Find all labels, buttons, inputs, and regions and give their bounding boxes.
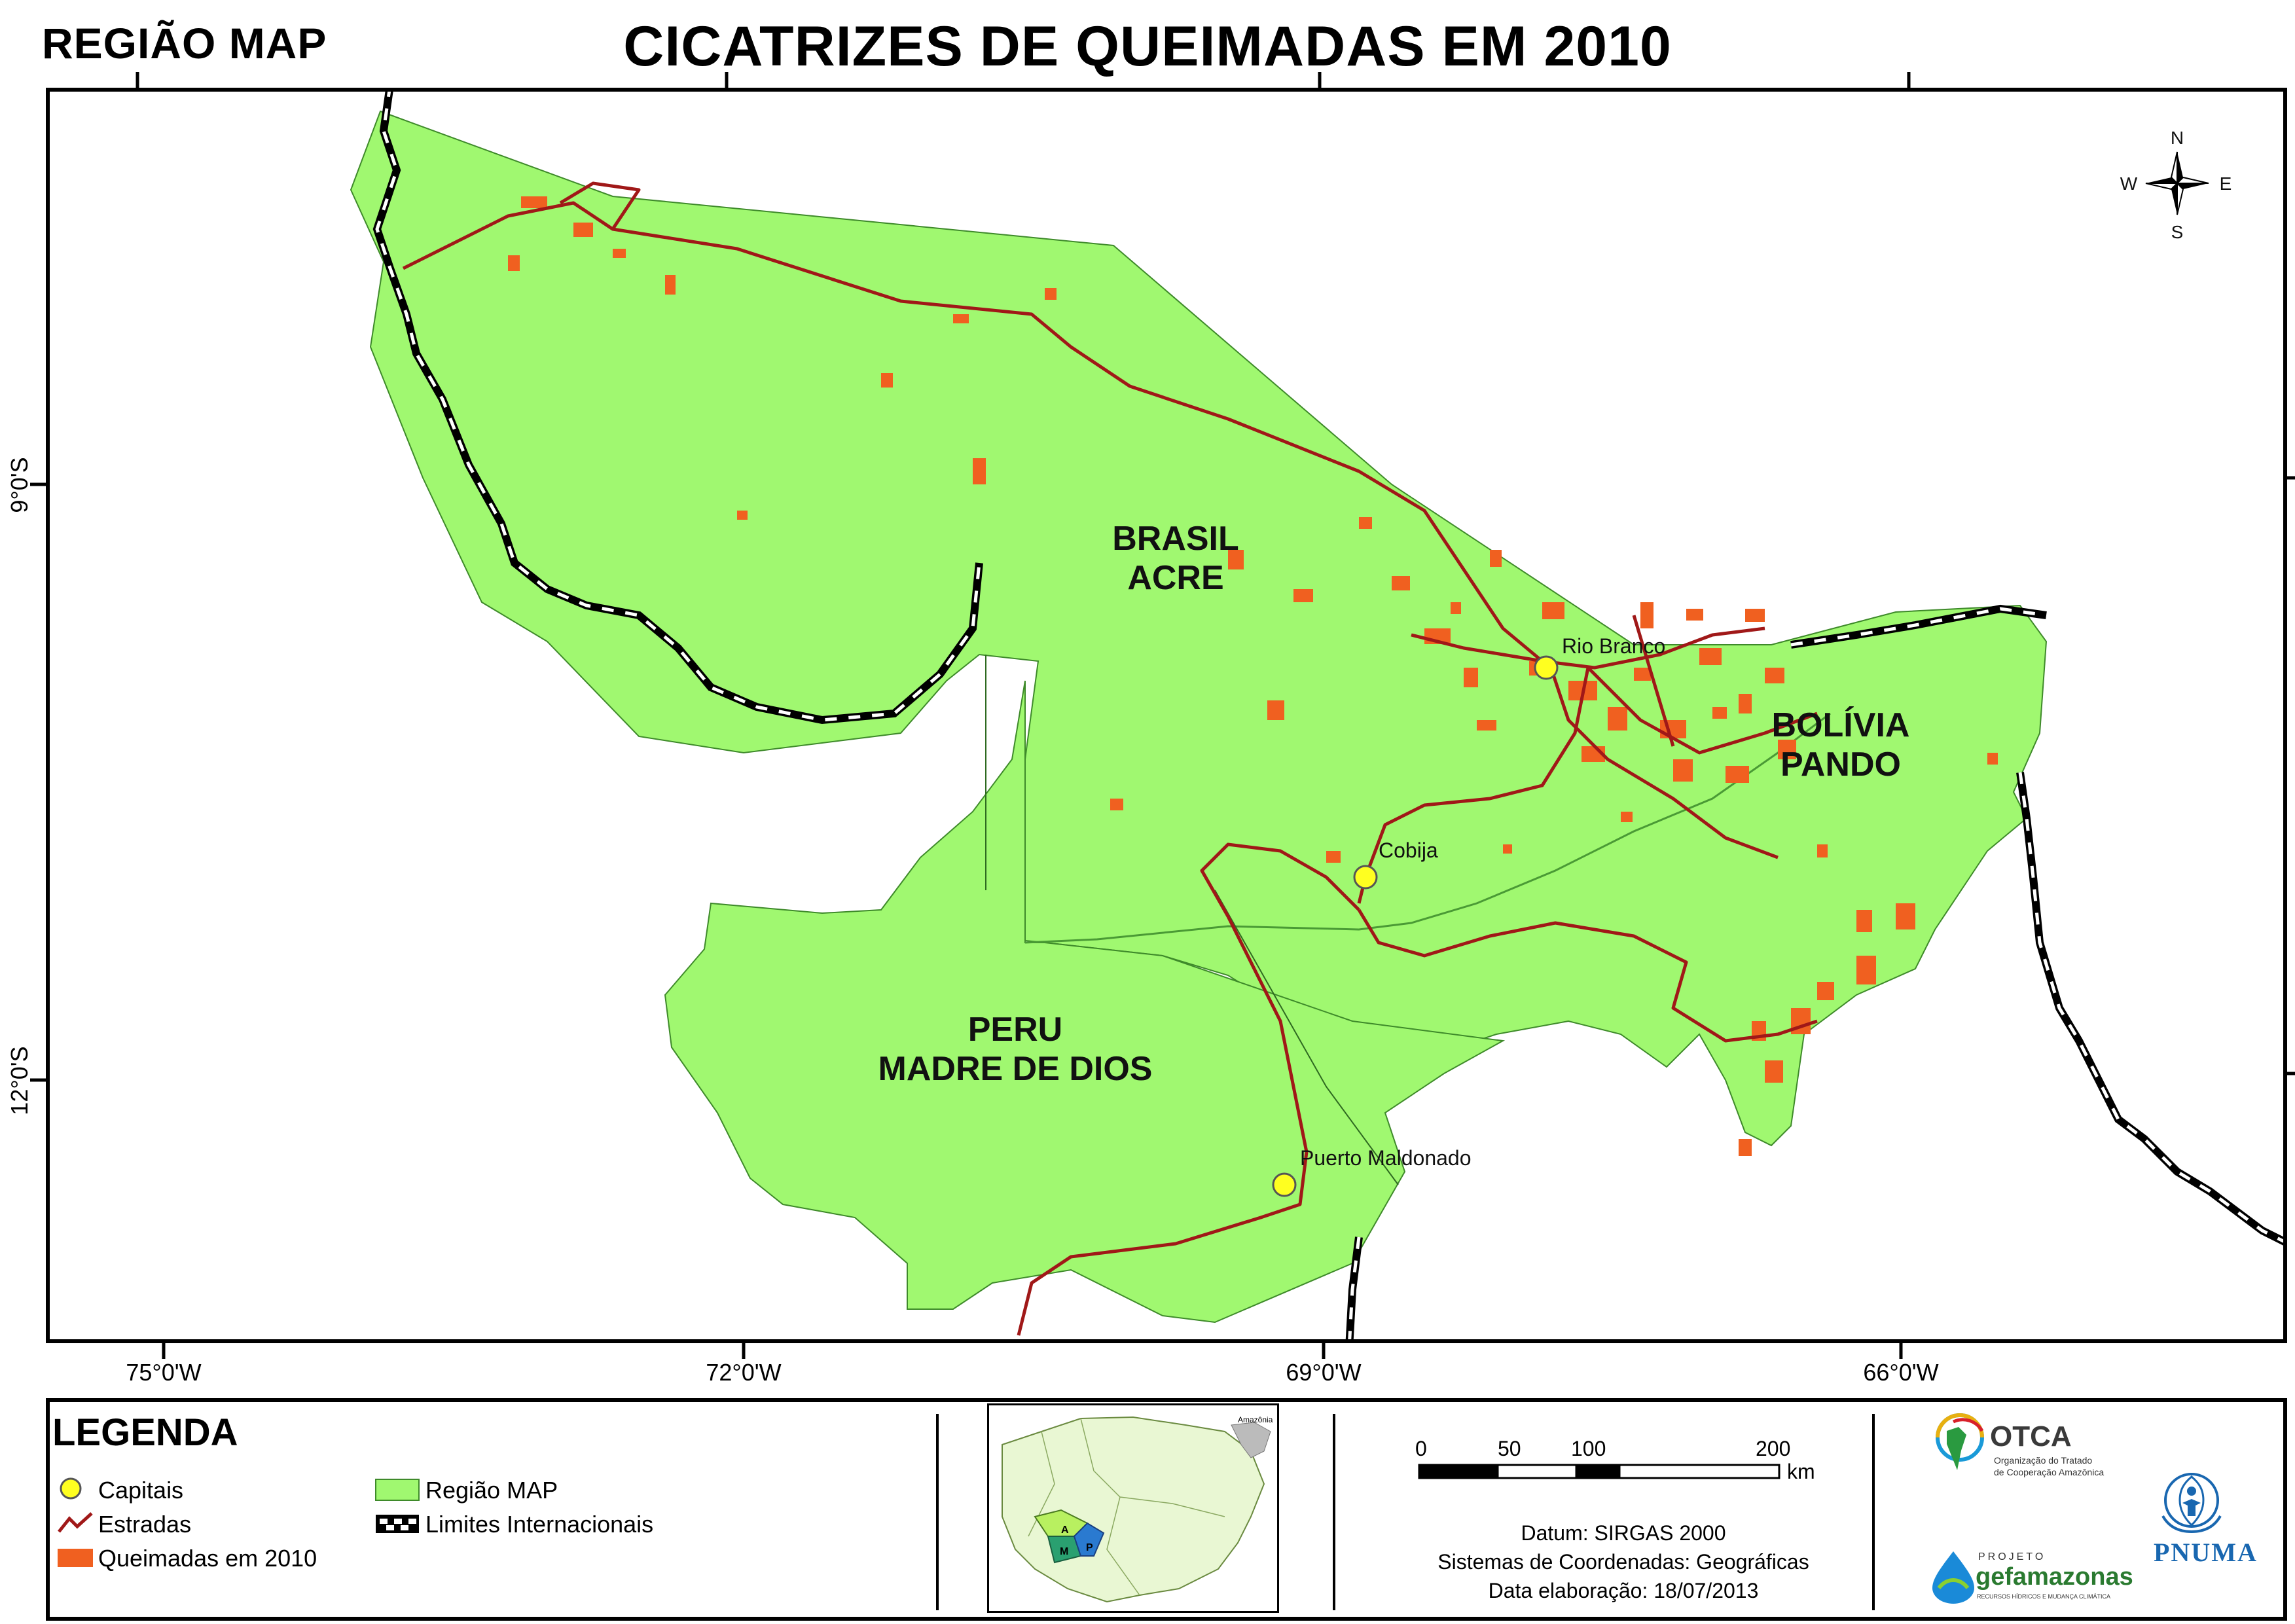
legend-capitais: Capitais — [98, 1477, 184, 1504]
map-frame[interactable]: Rio Branco Cobija Puerto Maldonado BRASI… — [46, 88, 2287, 1343]
label-pando: PANDO — [1780, 746, 1901, 784]
pnuma-name: PNUMA — [2154, 1538, 2258, 1567]
acre-peru-border — [1024, 712, 1831, 944]
compass-w: W — [2120, 173, 2138, 194]
map-canvas[interactable]: Rio Branco Cobija Puerto Maldonado BRASI… — [50, 92, 2283, 1339]
region-madre-de-dios — [664, 680, 1506, 1324]
legend-estradas: Estradas — [98, 1511, 192, 1538]
x-tick-69w: 69°0'W — [1286, 1359, 1362, 1386]
date-text: Data elaboração: 18/07/2013 — [1488, 1579, 1759, 1602]
legend-road-icon — [58, 1512, 93, 1533]
city-label-puerto-maldonado: Puerto Maldonado — [1300, 1146, 1472, 1170]
gef-subtitle: RECURSOS HÍDRICOS E MUDANÇA CLIMÁTICA — [1977, 1593, 2111, 1600]
capital-marker-rio-branco[interactable] — [1534, 655, 1559, 680]
city-label-rio-branco: Rio Branco — [1562, 634, 1665, 658]
scale-unit: km — [1787, 1460, 1815, 1483]
label-bolivia: BOLÍVIA — [1772, 706, 1910, 744]
x-tick-72w: 72°0'W — [706, 1359, 782, 1386]
legend-panel — [46, 1398, 2287, 1621]
scale-0: 0 — [1415, 1437, 1427, 1460]
roads — [402, 181, 1818, 1336]
compass-s: S — [2171, 222, 2184, 242]
madre-de-dios-divider — [1214, 890, 1399, 1185]
compass-e: E — [2220, 173, 2232, 194]
datum-text: Datum: SIRGAS 2000 — [1521, 1521, 1726, 1545]
compass-n: N — [2171, 128, 2184, 148]
legend-regiao: Região MAP — [425, 1477, 558, 1504]
inset-locator-map[interactable]: A M P Amazônia — [987, 1403, 1279, 1613]
otca-name: OTCA — [1990, 1420, 2072, 1453]
scale-50: 50 — [1498, 1437, 1521, 1460]
label-madre-de-dios: MADRE DE DIOS — [878, 1050, 1153, 1088]
gefamazonas-logo-icon — [1932, 1551, 1974, 1604]
pnuma-logo-icon — [2161, 1473, 2222, 1534]
inset-letter-p: P — [1086, 1542, 1093, 1553]
x-tick-75w: 75°0'W — [126, 1359, 202, 1386]
gef-projeto-label: PROJETO — [1978, 1551, 2046, 1562]
y-tick-9s: 9°0'S — [6, 457, 33, 513]
international-borders — [372, 92, 2283, 1339]
region-acre-pando — [350, 110, 2048, 1147]
inset-letter-m: M — [1060, 1546, 1068, 1557]
legend-capital-icon — [60, 1477, 82, 1500]
label-peru: PERU — [968, 1011, 1062, 1049]
gef-name: gefamazonas — [1976, 1563, 2133, 1591]
y-tick-12s: 12°0'S — [6, 1046, 33, 1115]
region-title: REGIÃO MAP — [42, 19, 327, 67]
otca-subtitle-1: Organização do Tratado — [1994, 1455, 2093, 1466]
legend-limites: Limites Internacionais — [425, 1511, 654, 1538]
legend-divider-1 — [936, 1414, 939, 1610]
legend-border-icon — [376, 1515, 419, 1533]
legend-divider-2 — [1333, 1414, 1335, 1610]
map-title: CICATRIZES DE QUEIMADAS EM 2010 — [623, 15, 1672, 78]
otca-subtitle-2: de Cooperação Amazônica — [1994, 1467, 2105, 1477]
legend-queimadas: Queimadas em 2010 — [98, 1545, 317, 1572]
legend-burn-icon — [58, 1549, 93, 1567]
legend-title: LEGENDA — [52, 1411, 238, 1454]
inset-letter-a: A — [1061, 1525, 1069, 1536]
otca-logo-icon — [1936, 1413, 1984, 1470]
legend-region-icon — [375, 1479, 420, 1501]
capital-marker-puerto-maldonado[interactable] — [1272, 1172, 1297, 1197]
burn-scars — [508, 196, 1998, 1156]
compass-rose-icon: N S E W — [2120, 128, 2232, 242]
inset-amazonia-label: Amazônia — [1238, 1415, 1273, 1424]
capital-marker-cobija[interactable] — [1353, 865, 1378, 890]
x-tick-66w: 66°0'W — [1863, 1359, 1939, 1386]
scale-200: 200 — [1756, 1437, 1791, 1460]
scale-100: 100 — [1571, 1437, 1606, 1460]
coordinate-system-text: Sistemas de Coordenadas: Geográficas — [1437, 1550, 1809, 1574]
label-acre: ACRE — [1127, 559, 1223, 597]
scale-bar — [1418, 1464, 1780, 1479]
label-brasil: BRASIL — [1112, 520, 1239, 558]
city-label-cobija: Cobija — [1379, 839, 1438, 862]
legend-divider-3 — [1872, 1414, 1875, 1610]
